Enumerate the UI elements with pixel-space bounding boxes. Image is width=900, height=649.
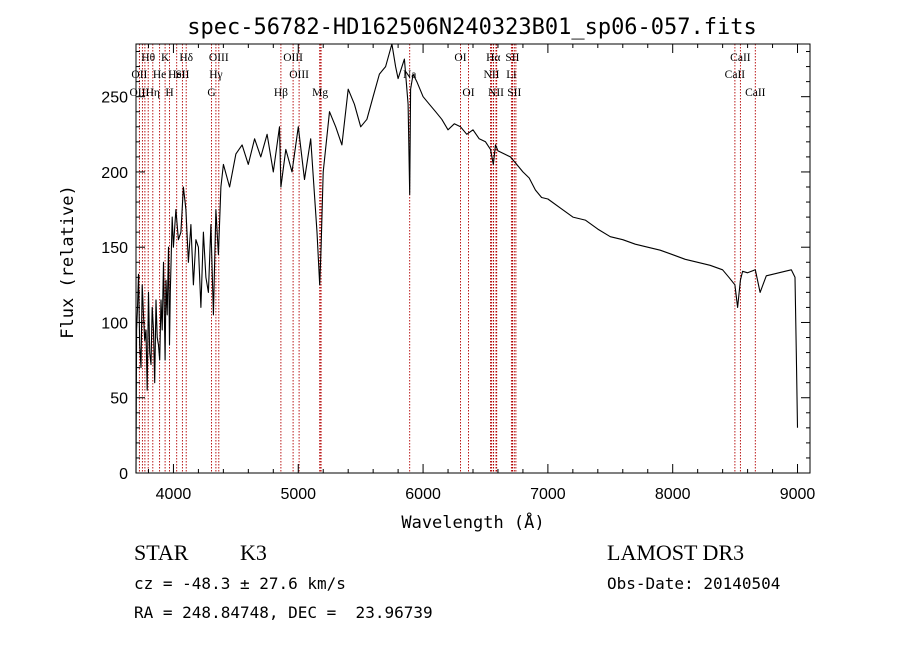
y-tick-label: 150 [101,240,128,257]
y-tick-label: 0 [119,466,128,483]
marker-label: SII [507,87,521,99]
chart-title: spec-56782-HD162506N240323B01_sp06-057.f… [187,15,757,40]
marker-label: HeI [168,69,185,81]
y-axis-label: Flux (relative) [58,185,78,339]
marker-label: CaII [730,52,751,64]
y-axis-ticks: 0 50 100 150 200 250 [101,51,810,483]
marker-label: Hα [486,52,500,64]
marker-label: G [207,87,215,99]
marker-label: He [153,69,166,81]
object-class: STAR [134,540,189,565]
coordinates-line: RA = 248.84748, DEC = 23.96739 [134,603,433,622]
marker-label: OIII [289,69,309,81]
x-tick-label: 6000 [405,486,441,503]
x-axis-ticks: 4000 5000 6000 7000 8000 9000 [147,44,816,503]
survey-name: LAMOST DR3 [607,540,745,565]
marker-label: CaII [725,69,746,81]
spectrum-series-line [135,43,799,474]
marker-label: K [161,52,170,64]
marker-label: NII [488,87,504,99]
marker-label: OII [131,69,147,81]
y-tick-label: 250 [101,90,128,107]
marker-label: H [165,87,173,99]
marker-label: CaII [745,87,766,99]
marker-label: Hγ [209,69,222,81]
marker-label: Mg [312,87,328,99]
marker-label: OIII [130,87,150,99]
plot-frame [135,43,811,474]
emission-line-markers [138,44,756,473]
marker-label: OI [462,87,474,99]
x-tick-label: 4000 [156,486,192,503]
x-tick-label: 8000 [655,486,691,503]
marker-label: Li [506,69,516,81]
x-axis-label: Wavelength (Å) [401,511,544,533]
marker-label: OIII [209,52,229,64]
y-tick-label: 200 [101,165,128,182]
marker-label: Hη [146,87,160,99]
y-tick-label: 100 [101,315,128,332]
marker-label: Hβ [274,87,288,99]
spectral-subclass: K3 [240,540,267,565]
y-tick-label: 50 [110,391,128,408]
x-tick-label: 7000 [530,486,566,503]
marker-label: SII [175,69,189,81]
x-tick-label: 5000 [280,486,316,503]
marker-label: OI [454,52,466,64]
marker-label: Hδ [179,52,193,64]
marker-label: SII [505,52,519,64]
marker-label: NII [484,69,500,81]
redshift-line: cz = -48.3 ± 27.6 km/s [134,574,346,593]
obs-date-line: Obs-Date: 20140504 [607,574,781,593]
x-tick-label: 9000 [780,486,816,503]
marker-label: Hθ [141,52,155,64]
marker-label: OIII [283,52,303,64]
